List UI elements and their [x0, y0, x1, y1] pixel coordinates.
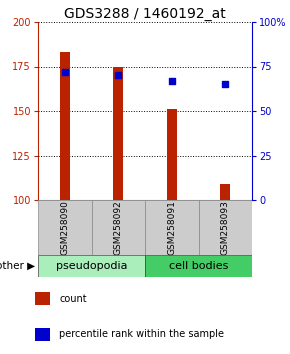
- Text: cell bodies: cell bodies: [169, 261, 228, 271]
- Bar: [60, 52, 70, 200]
- Bar: [145, 200, 198, 255]
- Text: pseudopodia: pseudopodia: [56, 261, 127, 271]
- Bar: [38, 255, 145, 277]
- Bar: [145, 255, 252, 277]
- Bar: [167, 109, 177, 200]
- Bar: [38, 200, 92, 255]
- Bar: [35, 328, 50, 341]
- Bar: [198, 200, 252, 255]
- Bar: [35, 292, 50, 305]
- Text: other ▶: other ▶: [0, 261, 35, 271]
- Text: GSM258090: GSM258090: [60, 200, 69, 255]
- Bar: [113, 67, 123, 200]
- Bar: [220, 184, 230, 200]
- Point: [223, 81, 228, 87]
- Point: [62, 69, 67, 75]
- Bar: [92, 200, 145, 255]
- Title: GDS3288 / 1460192_at: GDS3288 / 1460192_at: [64, 7, 226, 21]
- Text: percentile rank within the sample: percentile rank within the sample: [59, 329, 224, 339]
- Point: [116, 73, 121, 78]
- Text: count: count: [59, 294, 87, 304]
- Text: GSM258092: GSM258092: [114, 200, 123, 255]
- Text: GSM258091: GSM258091: [167, 200, 176, 255]
- Text: GSM258093: GSM258093: [221, 200, 230, 255]
- Point: [169, 78, 174, 84]
